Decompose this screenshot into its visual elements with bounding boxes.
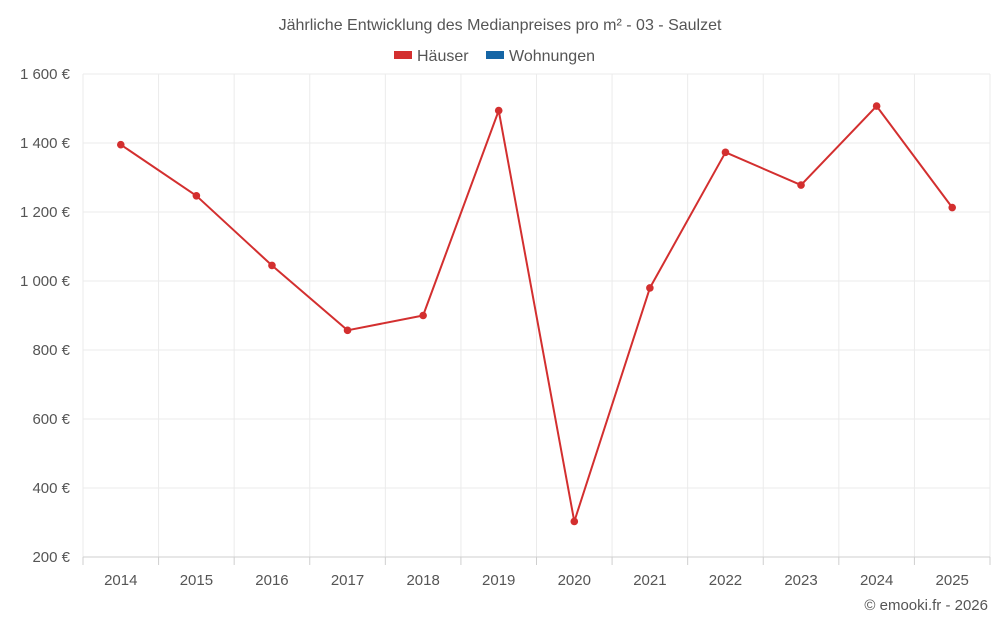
- y-tick-label: 600 €: [32, 411, 70, 428]
- x-tick-label: 2020: [558, 572, 591, 589]
- y-tick-label: 1 200 €: [20, 204, 71, 221]
- series-layer: [116, 102, 957, 526]
- data-point-2019[interactable]: [494, 106, 503, 115]
- legend-swatch-wohnungen: [486, 51, 504, 59]
- data-point-2017[interactable]: [343, 326, 352, 335]
- y-tick-label: 200 €: [32, 549, 70, 566]
- data-point-2015[interactable]: [192, 191, 201, 200]
- x-tick-label: 2025: [936, 572, 969, 589]
- x-tick-label: 2022: [709, 572, 742, 589]
- legend-label-haeuser: Häuser: [417, 48, 469, 65]
- data-point-2023[interactable]: [797, 181, 805, 189]
- data-point-2020[interactable]: [570, 517, 579, 526]
- data-point-2024[interactable]: [872, 102, 881, 110]
- series-line-0: [120, 105, 954, 523]
- data-point-2021[interactable]: [646, 284, 654, 292]
- x-tick-label: 2017: [331, 572, 364, 589]
- x-tick-label: 2018: [406, 572, 439, 589]
- x-tick-label: 2019: [482, 572, 515, 589]
- x-tick-label: 2016: [255, 572, 288, 589]
- y-tick-label: 1 600 €: [20, 66, 71, 83]
- x-tick-label: 2015: [180, 572, 213, 589]
- legend-item-haeuser[interactable]: Häuser: [394, 48, 469, 65]
- chart-title: Jährliche Entwicklung des Medianpreises …: [279, 17, 722, 34]
- x-axis-labels: 2014 2015 2016 2017 2018 2019 2020 2021 2022 2023…: [104, 572, 969, 589]
- data-point-2014[interactable]: [116, 140, 125, 149]
- x-tick-label: 2024: [860, 572, 893, 589]
- data-point-2018[interactable]: [419, 311, 427, 320]
- data-point-2022[interactable]: [721, 148, 730, 157]
- axes: [82, 556, 991, 565]
- x-tick-label: 2014: [104, 572, 137, 589]
- legend: Häuser Wohnungen: [394, 48, 595, 65]
- x-tick-label: 2023: [784, 572, 817, 589]
- legend-label-wohnungen: Wohnungen: [509, 48, 595, 65]
- y-axis-labels: 200 € 400 € 600 € 800 € 1 000 € 1 200 € 1 400 …: [20, 66, 71, 566]
- data-point-2025[interactable]: [948, 203, 957, 212]
- y-tick-label: 800 €: [32, 342, 70, 359]
- data-point-2016[interactable]: [268, 261, 276, 270]
- y-tick-label: 400 €: [32, 480, 70, 497]
- x-tick-label: 2021: [633, 572, 666, 589]
- y-tick-label: 1 000 €: [20, 273, 71, 290]
- legend-swatch-haeuser: [394, 51, 412, 59]
- credit-text: © emooki.fr - 2026: [864, 597, 988, 614]
- y-tick-label: 1 400 €: [20, 135, 71, 152]
- legend-item-wohnungen[interactable]: Wohnungen: [486, 48, 595, 65]
